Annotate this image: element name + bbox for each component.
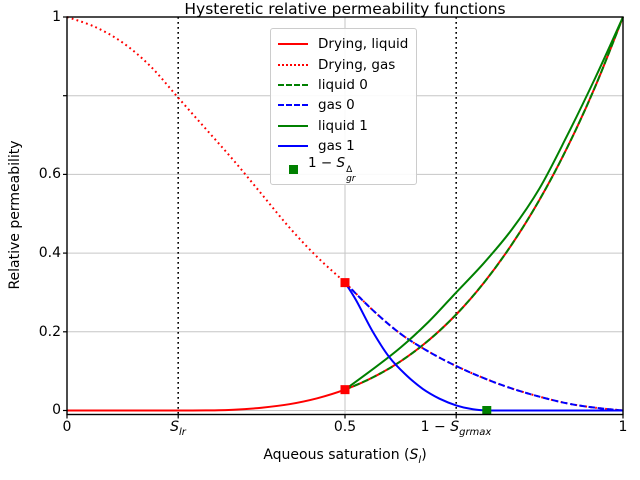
x-axis-label: Aqueous saturation (Sl) [263, 447, 426, 466]
legend-item-drying-liquid: Drying, liquid [278, 34, 416, 54]
chart-title: Hysteretic relative permeability functio… [184, 0, 506, 18]
legend-line-solid-red [278, 43, 308, 46]
x-tick-1: 1 [618, 419, 628, 435]
y-axis-label: Relative permeability [7, 140, 23, 290]
y-tick-1: 1 [52, 9, 61, 25]
series-drying-gas [66, 16, 624, 412]
legend-item-gas-1: gas 1 [278, 136, 416, 156]
legend-line-solid-blue [278, 145, 308, 148]
legend-item-drying-gas: Drying, gas [278, 54, 416, 74]
legend-item-liquid-0: liquid 0 [278, 75, 416, 95]
x-axis-label-symbol: S [409, 447, 419, 463]
y-tick-0p4: 0.4 [38, 245, 61, 261]
legend: Drying, liquid Drying, gas liquid 0 gas … [270, 28, 417, 185]
series-gas-0 [344, 281, 624, 412]
x-tick-0: 0 [62, 419, 72, 435]
marker-one-minus-Sgr-delta [482, 406, 492, 415]
marker-turning-point-gas [340, 278, 350, 288]
x-tick-slr: Slr [170, 419, 186, 438]
x-axis-label-post: ) [421, 447, 427, 463]
series-liquid-1 [344, 16, 624, 391]
y-tick-0p2: 0.2 [38, 324, 61, 340]
legend-line-dotted-red [278, 63, 308, 66]
y-tick-0: 0 [52, 402, 61, 418]
legend-square-marker-icon [289, 164, 298, 174]
legend-line-dashed-green [278, 83, 308, 86]
series-gas-1 [344, 282, 623, 412]
x-tick-1-minus-sgrmax: 1 − Sgrmax [420, 419, 492, 438]
legend-item-gas-0: gas 0 [278, 95, 416, 115]
y-tick-0p6: 0.6 [38, 166, 61, 182]
series-liquid-0 [344, 16, 624, 391]
x-tick-0p5: 0.5 [333, 419, 357, 435]
legend-line-dashed-blue [278, 104, 308, 107]
legend-line-solid-green [278, 124, 308, 127]
legend-item-liquid-1: liquid 1 [278, 116, 416, 136]
marker-turning-point-liquid [340, 385, 350, 395]
x-axis-label-pre: Aqueous saturation ( [263, 447, 410, 463]
x-axis-label-subscript: l [418, 454, 422, 466]
